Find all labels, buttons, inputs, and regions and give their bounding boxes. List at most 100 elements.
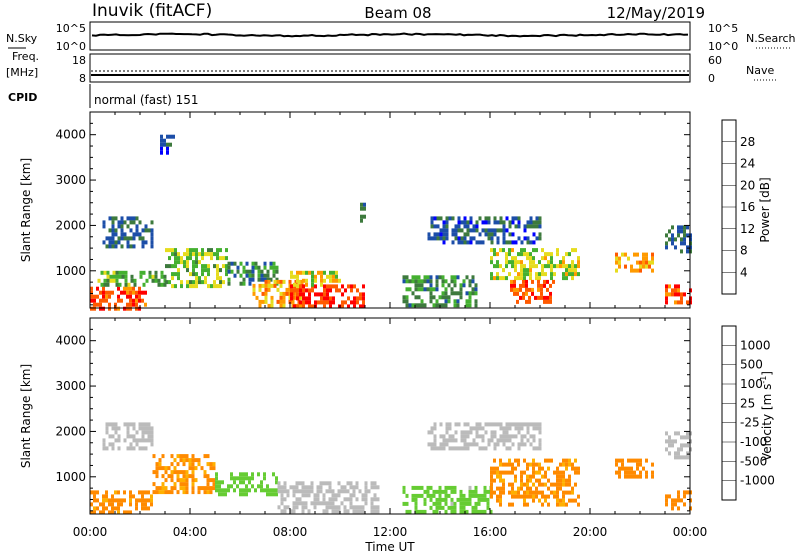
velocity-cell <box>517 422 521 427</box>
velocity-cell <box>141 502 144 507</box>
power-cell <box>102 294 105 299</box>
velocity-cell <box>636 462 639 467</box>
velocity-cell <box>559 482 562 487</box>
power-cell <box>405 299 409 304</box>
velocity-cell <box>161 490 165 495</box>
velocity-cell <box>517 486 520 491</box>
power-cell <box>549 295 552 300</box>
velocity-cell <box>182 490 186 495</box>
velocity-cell <box>499 478 502 483</box>
velocity-cell <box>364 501 368 506</box>
power-cell <box>468 299 472 304</box>
velocity-cell <box>459 497 463 502</box>
velocity-cell <box>301 493 305 498</box>
velocity-cell <box>343 489 347 494</box>
velocity-cell <box>328 505 332 510</box>
velocity-cell <box>212 462 216 467</box>
power-cell <box>296 296 299 301</box>
power-cell <box>362 304 365 309</box>
power-cell <box>448 216 452 221</box>
power-cell <box>459 283 463 288</box>
velocity-cell <box>621 466 624 471</box>
power-cell <box>264 295 268 300</box>
velocity-cell <box>325 489 329 494</box>
power-cell <box>329 284 332 289</box>
velocity-cell <box>444 501 448 506</box>
power-cell <box>532 248 535 253</box>
velocity-cell <box>499 470 502 475</box>
power-cell <box>103 270 107 275</box>
power-cell <box>457 216 461 221</box>
power-cell <box>308 288 311 293</box>
power-cell <box>532 224 536 229</box>
velocity-cell <box>571 486 574 491</box>
power-cell <box>150 220 154 225</box>
velocity-cell <box>520 478 523 483</box>
velocity-cell <box>565 482 568 487</box>
power-cell <box>520 252 523 257</box>
velocity-cell <box>370 481 374 486</box>
cpid-label: CPID <box>8 91 37 104</box>
power-cell <box>111 232 115 237</box>
power-cell <box>445 216 449 221</box>
power-cell <box>201 268 204 273</box>
power-cell <box>115 282 119 287</box>
power-cell <box>445 236 449 241</box>
velocity-cell <box>556 490 559 495</box>
velocity-cell <box>197 462 201 467</box>
power-cell <box>293 304 296 309</box>
velocity-cell <box>499 490 502 495</box>
power-cell <box>132 302 135 307</box>
power-cell <box>135 306 138 311</box>
power-cell <box>556 252 559 257</box>
power-ytick-label-1000: 1000 <box>55 264 86 278</box>
power-cell <box>132 232 136 237</box>
velocity-cell <box>535 486 538 491</box>
power-cell <box>132 216 136 221</box>
velocity-cell <box>233 480 236 485</box>
power-cell <box>138 290 141 295</box>
power-cell <box>544 272 547 277</box>
velocity-cell <box>538 462 541 467</box>
power-cell <box>126 294 129 299</box>
velocity-colorbar-label-sup: -1 <box>759 376 768 384</box>
power-cell <box>442 236 446 241</box>
velocity-cell <box>535 422 539 427</box>
power-cell <box>263 265 267 270</box>
power-cell <box>624 252 627 257</box>
power-cell <box>429 283 433 288</box>
power-cell <box>529 260 532 265</box>
power-cell <box>177 272 180 277</box>
velocity-cell <box>517 494 520 499</box>
velocity-cell <box>280 497 284 502</box>
power-cell <box>126 302 129 307</box>
velocity-cell <box>680 498 683 503</box>
power-cell <box>230 269 234 274</box>
velocity-cell <box>411 497 415 502</box>
power-cell <box>505 276 508 281</box>
velocity-cell <box>466 434 470 439</box>
power-cell <box>147 228 151 233</box>
power-cell <box>568 252 571 257</box>
power-cell <box>210 248 213 253</box>
power-cell <box>186 256 189 261</box>
power-cell <box>475 240 479 245</box>
velocity-cell <box>520 494 523 499</box>
power-cell <box>103 282 107 287</box>
power-cell <box>105 236 109 241</box>
power-cell <box>556 248 559 253</box>
power-cell <box>493 216 497 221</box>
power-cell <box>353 300 356 305</box>
power-cell <box>90 298 93 303</box>
power-cell <box>496 236 500 241</box>
power-cell <box>323 296 326 301</box>
velocity-cell <box>141 506 144 511</box>
velocity-cell <box>277 505 281 510</box>
velocity-cell <box>275 492 278 497</box>
power-cell <box>269 265 273 270</box>
power-cell <box>475 224 479 229</box>
velocity-cell <box>490 434 494 439</box>
power-cell <box>273 279 277 284</box>
velocity-cell <box>686 431 689 436</box>
